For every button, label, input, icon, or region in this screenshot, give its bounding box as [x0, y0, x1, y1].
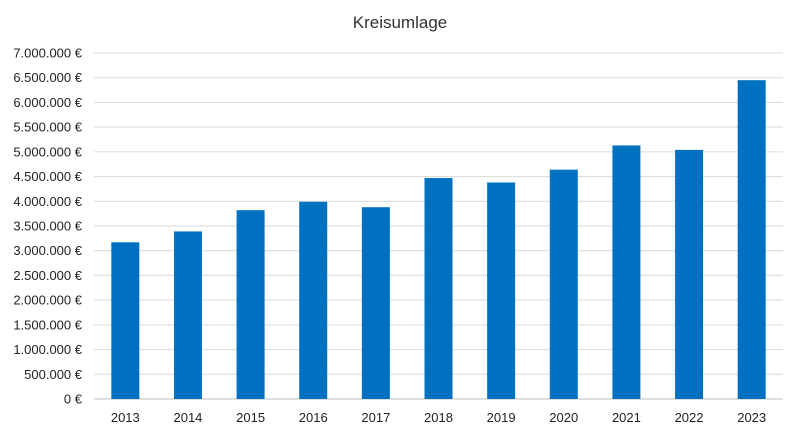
x-tick-label: 2016	[299, 410, 328, 425]
y-tick-label: 7.000.000 €	[13, 46, 82, 61]
bar-2015	[236, 210, 265, 399]
y-tick-label: 0 €	[64, 392, 83, 407]
x-tick-label: 2014	[173, 410, 202, 425]
x-tick-label: 2017	[361, 410, 390, 425]
x-tick-label: 2020	[549, 410, 578, 425]
bars	[111, 80, 766, 399]
bar-2019	[487, 182, 516, 399]
y-tick-label: 3.500.000 €	[13, 219, 82, 234]
y-axis-ticks: 0 € 500.000 € 1.000.000 € 1.500.000 € 2.000.…	[13, 46, 82, 407]
bar-2023	[737, 80, 766, 399]
bar-2013	[111, 242, 140, 399]
bar-2020	[549, 169, 578, 399]
y-tick-label: 1.000.000 €	[13, 342, 82, 357]
y-tick-label: 500.000 €	[24, 367, 83, 382]
y-tick-label: 6.000.000 €	[13, 95, 82, 110]
y-tick-label: 3.000.000 €	[13, 243, 82, 258]
y-tick-label: 2.000.000 €	[13, 293, 82, 308]
x-tick-label: 2021	[612, 410, 641, 425]
x-tick-label: 2023	[737, 410, 766, 425]
bar-2021	[612, 145, 641, 399]
y-tick-label: 6.500.000 €	[13, 70, 82, 85]
x-tick-label: 2013	[111, 410, 140, 425]
y-tick-label: 1.500.000 €	[13, 317, 82, 332]
bar-2016	[299, 201, 328, 399]
x-axis-ticks: 2013 2014 2015 2016 2017 2018 2019 2020 2021 2022…	[111, 410, 766, 425]
x-tick-label: 2015	[236, 410, 265, 425]
bar-2014	[173, 231, 202, 399]
y-tick-label: 5.500.000 €	[13, 120, 82, 135]
y-tick-label: 4.500.000 €	[13, 169, 82, 184]
bar-2018	[424, 178, 453, 399]
x-tick-label: 2018	[424, 410, 453, 425]
bar-2017	[361, 207, 390, 399]
y-tick-label: 2.500.000 €	[13, 268, 82, 283]
x-tick-label: 2019	[487, 410, 516, 425]
bar-2022	[675, 149, 704, 399]
x-tick-label: 2022	[675, 410, 704, 425]
y-tick-label: 5.000.000 €	[13, 144, 82, 159]
y-tick-label: 4.000.000 €	[13, 194, 82, 209]
chart-title: Kreisumlage	[353, 13, 448, 32]
